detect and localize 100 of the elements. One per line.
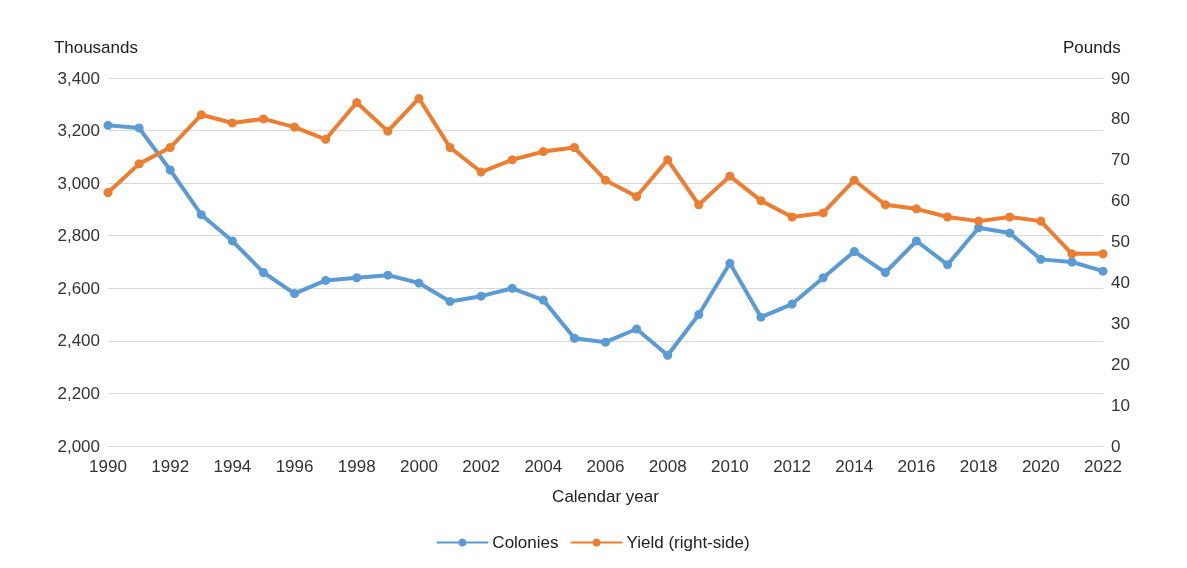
point (227, 118, 237, 128)
x-tick-label: 2002 (462, 457, 501, 476)
point (1036, 254, 1046, 264)
y2-tick-label: 90 (1111, 68, 1130, 88)
point (880, 200, 890, 210)
x-tick-label: 2020 (1021, 457, 1060, 476)
point (290, 122, 300, 132)
y2-axis-title: Pounds (1063, 38, 1121, 57)
y2-tick-label: 40 (1111, 272, 1130, 292)
point (321, 275, 331, 285)
y-axis-title: Thousands (53, 38, 138, 57)
point (1098, 266, 1108, 276)
point (632, 324, 642, 334)
y-tick-label: 2,600 (57, 278, 100, 298)
y-tick-label: 2,400 (57, 331, 100, 351)
x-tick-label: 2008 (648, 457, 687, 476)
point (227, 236, 237, 246)
point (694, 200, 704, 210)
point (414, 93, 424, 103)
point (352, 98, 362, 108)
point (911, 204, 921, 214)
legend-label: Yield (right-side) (626, 533, 750, 552)
x-tick-label: 1998 (337, 457, 376, 476)
y2-tick-label: 20 (1111, 354, 1130, 374)
point (476, 167, 486, 177)
point (134, 159, 144, 169)
point (725, 171, 735, 181)
x-tick-label: 2004 (524, 457, 563, 476)
x-tick-label: 2022 (1084, 457, 1122, 476)
y-tick-label: 2,800 (57, 226, 100, 246)
point (849, 246, 859, 256)
x-tick-label: 2012 (773, 457, 811, 476)
point (756, 312, 766, 322)
y-tick-label: 3,200 (57, 121, 100, 141)
point (943, 260, 953, 270)
point (694, 310, 704, 320)
x-tick-label: 1992 (151, 457, 190, 476)
point (663, 350, 673, 360)
point (538, 147, 548, 157)
point (880, 268, 890, 278)
point (943, 212, 953, 222)
y2-tick-label: 0 (1111, 436, 1121, 456)
point (1005, 228, 1015, 238)
point (756, 196, 766, 206)
point (787, 299, 797, 309)
point (569, 143, 579, 153)
point (290, 289, 300, 299)
y2-tick-label: 50 (1111, 232, 1130, 252)
y2-tick-label: 30 (1111, 313, 1130, 333)
point (818, 273, 828, 283)
point (1067, 249, 1077, 259)
point (196, 110, 206, 120)
x-tick-label: 2018 (959, 457, 998, 476)
x-tick-label: 2016 (897, 457, 936, 476)
point (974, 216, 984, 226)
y2-tick-label: 80 (1111, 109, 1130, 129)
y-tick-label: 3,400 (57, 68, 100, 88)
x-tick-label: 1994 (213, 457, 252, 476)
point (538, 295, 548, 305)
point (165, 165, 175, 175)
y-tick-label: 2,000 (57, 436, 100, 456)
point (476, 291, 486, 301)
x-tick-label: 1996 (275, 457, 314, 476)
point (601, 337, 610, 347)
point (134, 123, 144, 133)
point (445, 296, 455, 306)
legend-label: Colonies (492, 533, 559, 552)
point (725, 258, 735, 268)
point (196, 210, 206, 220)
point (321, 134, 331, 144)
point (507, 283, 517, 293)
point (383, 126, 393, 136)
point (507, 155, 517, 165)
point (1036, 216, 1046, 226)
point (632, 192, 642, 202)
point (1005, 212, 1015, 222)
point (383, 270, 393, 280)
point (569, 333, 579, 343)
point (849, 175, 859, 185)
point (1067, 257, 1077, 267)
x-tick-label: 2010 (710, 457, 749, 476)
point (1098, 249, 1108, 259)
point (818, 208, 828, 218)
point (414, 278, 424, 288)
point (165, 143, 175, 153)
point (103, 120, 113, 130)
y2-tick-label: 60 (1111, 191, 1130, 211)
point (911, 236, 921, 246)
y2-tick-label: 10 (1111, 395, 1130, 415)
point (663, 155, 673, 165)
y-tick-label: 2,200 (57, 383, 100, 403)
point (445, 143, 455, 153)
y-tick-label: 3,000 (57, 173, 100, 193)
x-tick-label: 1990 (89, 457, 127, 476)
point (352, 273, 362, 283)
point (103, 187, 113, 197)
x-axis-title: Calendar year (552, 487, 660, 506)
point (258, 268, 268, 278)
point (258, 114, 268, 124)
y2-tick-label: 70 (1111, 150, 1130, 170)
